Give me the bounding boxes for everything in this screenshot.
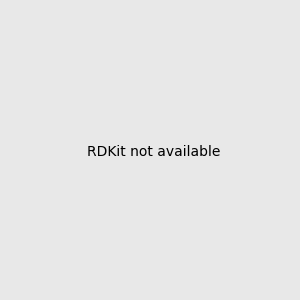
Text: RDKit not available: RDKit not available (87, 145, 220, 158)
